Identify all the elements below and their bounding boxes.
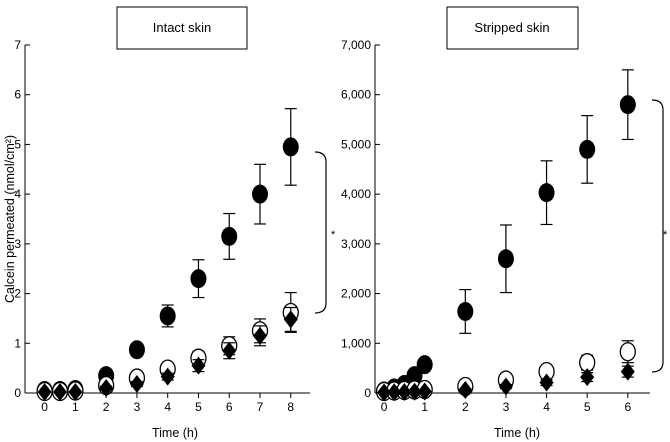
data-point-filled-circle (128, 340, 145, 360)
data-point-diamond (397, 383, 412, 402)
chart-intact-skin: Intact skin Calcein permeated (nmol/cm²)… (3, 6, 336, 440)
data-point-open-circle (619, 342, 636, 362)
data-point-filled-circle (416, 355, 433, 375)
x-tick-label: 8 (287, 400, 294, 414)
x-tick-label: 6 (226, 400, 233, 414)
y-tick-label: 2 (14, 287, 21, 301)
y-tick-label: 7,000 (341, 38, 371, 52)
x-tick-label: 5 (584, 400, 591, 414)
y-tick-label: 2,000 (341, 287, 371, 301)
data-point-diamond (580, 368, 595, 387)
x-tick-label: 6 (624, 400, 631, 414)
data-point-diamond (160, 367, 175, 386)
y-tick-label: 1,000 (341, 336, 371, 350)
data-point-diamond (68, 383, 83, 402)
significance-bracket (651, 99, 664, 373)
data-point-filled-circle (190, 269, 207, 289)
data-point-filled-circle (619, 95, 636, 115)
x-tick-label: 5 (195, 400, 202, 414)
x-tick-label: 0 (41, 400, 48, 414)
data-point-diamond (253, 326, 267, 345)
data-point-diamond (129, 375, 144, 394)
data-point-filled-circle (252, 184, 268, 204)
marks-layer (375, 69, 636, 402)
data-point-filled-circle (497, 249, 514, 269)
x-tick-label: 1 (421, 400, 428, 414)
x-tick-label: 3 (134, 400, 141, 414)
data-point-filled-circle (406, 366, 423, 386)
y-tick-label: 3 (14, 237, 21, 251)
data-point-diamond (498, 377, 513, 396)
marks-layer (36, 108, 299, 402)
data-point-filled-circle (579, 139, 596, 159)
ticks-layer: 0 1,000 2,000 3,000 4,000 5,000 6,000 7,000 0 1 2 3… (341, 38, 632, 414)
data-point-diamond (620, 362, 635, 381)
y-tick-label: 5,000 (341, 137, 371, 151)
y-tick-label: 0 (14, 386, 21, 400)
y-tick-label: 5 (14, 137, 21, 151)
data-point-diamond (53, 383, 67, 402)
x-axis-title: Time (h) (152, 426, 198, 440)
x-tick-label: 2 (103, 400, 110, 414)
x-tick-label: 1 (72, 400, 79, 414)
chart-title: Stripped skin (474, 20, 549, 35)
data-point-diamond (539, 373, 554, 392)
data-point-filled-circle (282, 137, 299, 157)
y-tick-label: 3,000 (341, 237, 371, 251)
data-point-diamond (222, 341, 237, 360)
chart-title: Intact skin (153, 20, 212, 35)
significance-bracket (314, 151, 327, 314)
data-point-filled-circle (457, 301, 474, 321)
significance-asterisk: * (663, 229, 668, 241)
ticks-layer: 0 1 2 3 4 5 6 7 0 1 2 3 4 5 6 7 8 (14, 38, 294, 414)
data-point-diamond (191, 356, 206, 375)
chart-stripped-skin: Stripped skin Time (h) 0 1,000 2,000 3,000 4… (341, 6, 668, 440)
data-point-filled-circle (159, 306, 176, 326)
x-tick-label: 0 (381, 400, 388, 414)
data-point-filled-circle (538, 183, 555, 203)
data-point-diamond (99, 379, 114, 398)
x-tick-label: 7 (257, 400, 264, 414)
data-point-diamond (407, 382, 422, 401)
data-point-diamond (417, 382, 432, 401)
y-tick-label: 6,000 (341, 88, 371, 102)
title-box (446, 6, 579, 50)
y-tick-label: 4 (14, 187, 21, 201)
x-tick-label: 2 (462, 400, 469, 414)
y-tick-label: 0 (364, 386, 371, 400)
data-point-diamond (377, 383, 392, 402)
x-axis-title: Time (h) (494, 426, 540, 440)
x-tick-label: 4 (543, 400, 550, 414)
y-tick-label: 1 (14, 336, 21, 350)
x-tick-label: 3 (503, 400, 510, 414)
title-box (116, 6, 248, 50)
x-tick-label: 4 (164, 400, 171, 414)
significance-asterisk: * (331, 229, 336, 241)
data-point-filled-circle (221, 226, 238, 246)
data-point-diamond (283, 310, 298, 329)
data-point-diamond (37, 383, 52, 402)
y-axis-title: Calcein permeated (nmol/cm²) (3, 135, 17, 303)
data-point-diamond (387, 383, 402, 402)
y-tick-label: 6 (14, 88, 21, 102)
data-point-diamond (458, 381, 473, 400)
y-tick-label: 4,000 (341, 187, 371, 201)
y-tick-label: 7 (14, 38, 21, 52)
